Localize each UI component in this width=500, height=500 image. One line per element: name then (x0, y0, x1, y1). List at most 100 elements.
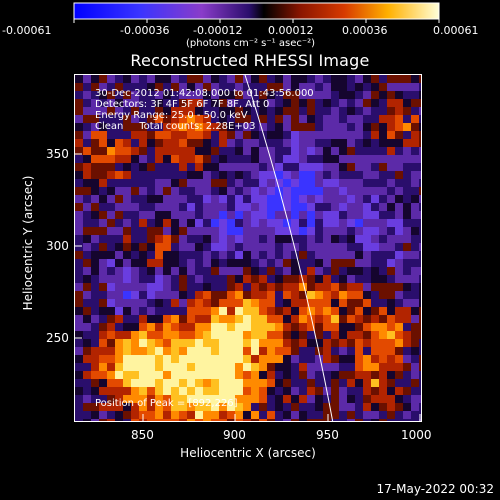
heatmap-cell (275, 315, 283, 323)
heatmap-cell (339, 347, 347, 355)
heatmap-cell (403, 243, 411, 251)
heatmap-cell (403, 131, 411, 139)
heatmap-cell (315, 403, 323, 411)
heatmap-cell (227, 163, 235, 171)
heatmap-cell (323, 395, 331, 403)
heatmap-cell (315, 187, 323, 195)
heatmap-cell (163, 163, 171, 171)
heatmap-cell (411, 267, 419, 275)
heatmap-cell (91, 235, 99, 243)
heatmap-cell (331, 91, 339, 99)
heatmap-cell (323, 355, 331, 363)
heatmap-cell (251, 203, 259, 211)
heatmap-cell (307, 411, 315, 419)
heatmap-cell (259, 291, 267, 299)
heatmap-cell (155, 299, 163, 307)
heatmap-cell (411, 107, 419, 115)
heatmap-cell (219, 107, 227, 115)
heatmap-cell (355, 131, 363, 139)
heatmap-cell (251, 387, 259, 395)
heatmap-cell (123, 235, 131, 243)
heatmap-cell (307, 147, 315, 155)
heatmap-cell (291, 179, 299, 187)
heatmap-cell (187, 315, 195, 323)
heatmap-cell (187, 379, 195, 387)
heatmap-cell (115, 387, 123, 395)
heatmap-cell (187, 331, 195, 339)
heatmap-cell (275, 395, 283, 403)
heatmap-cell (411, 331, 419, 339)
heatmap-cell (315, 283, 323, 291)
heatmap-cell (155, 211, 163, 219)
heatmap-cell (163, 315, 171, 323)
heatmap-cell (235, 91, 243, 99)
heatmap-cell (259, 243, 267, 251)
heatmap-cell (179, 155, 187, 163)
heatmap-cell (235, 347, 243, 355)
heatmap-cell (179, 107, 187, 115)
heatmap-cell (211, 347, 219, 355)
heatmap-cell (75, 355, 83, 363)
heatmap-cell (123, 403, 131, 411)
heatmap-cell (403, 275, 411, 283)
heatmap-cell (259, 379, 267, 387)
heatmap-cell (211, 91, 219, 99)
heatmap-cell (171, 211, 179, 219)
heatmap-cell (171, 171, 179, 179)
heatmap-cell (131, 219, 139, 227)
heatmap-cell (235, 123, 243, 131)
heatmap-cell (155, 195, 163, 203)
date-stamp: 17-May-2022 00:32 (376, 482, 494, 496)
heatmap-cell (307, 155, 315, 163)
heatmap-cell (283, 291, 291, 299)
heatmap-cell (131, 227, 139, 235)
heatmap-cell (299, 411, 307, 419)
heatmap-cell (331, 379, 339, 387)
heatmap-cell (107, 379, 115, 387)
heatmap-cell (291, 139, 299, 147)
heatmap-cell (243, 123, 251, 131)
heatmap-cell (291, 195, 299, 203)
heatmap-cell (259, 299, 267, 307)
heatmap-cell (203, 379, 211, 387)
heatmap-cell (307, 187, 315, 195)
heatmap-cell (283, 379, 291, 387)
heatmap-cell (371, 203, 379, 211)
heatmap-cell (123, 323, 131, 331)
heatmap-cell (275, 227, 283, 235)
heatmap-cell (419, 171, 421, 179)
heatmap-cell (355, 91, 363, 99)
heatmap-cell (267, 123, 275, 131)
heatmap-cell (339, 331, 347, 339)
heatmap-cell (259, 107, 267, 115)
heatmap-cell (379, 83, 387, 91)
heatmap-cell (275, 339, 283, 347)
heatmap-cell (235, 83, 243, 91)
heatmap-cell (315, 147, 323, 155)
heatmap-cell (243, 211, 251, 219)
heatmap-cell (275, 131, 283, 139)
heatmap-cell (355, 83, 363, 91)
heatmap-cell (267, 323, 275, 331)
heatmap-cell (395, 339, 403, 347)
heatmap-cell (107, 307, 115, 315)
heatmap-cell (131, 323, 139, 331)
heatmap-cell (379, 363, 387, 371)
heatmap-cell (363, 187, 371, 195)
heatmap-cell (99, 123, 107, 131)
heatmap-cell (139, 195, 147, 203)
heatmap-cell (115, 371, 123, 379)
heatmap-cell (355, 139, 363, 147)
heatmap-cell (363, 99, 371, 107)
heatmap-cell (211, 203, 219, 211)
heatmap-cell (371, 179, 379, 187)
heatmap-cell (347, 331, 355, 339)
x-tick-label: 950 (316, 428, 339, 442)
heatmap-cell (363, 291, 371, 299)
heatmap-cell (395, 259, 403, 267)
heatmap-cell (275, 99, 283, 107)
heatmap-cell (387, 179, 395, 187)
heatmap-cell (355, 75, 363, 83)
heatmap-cell (123, 179, 131, 187)
heatmap-cell (219, 123, 227, 131)
